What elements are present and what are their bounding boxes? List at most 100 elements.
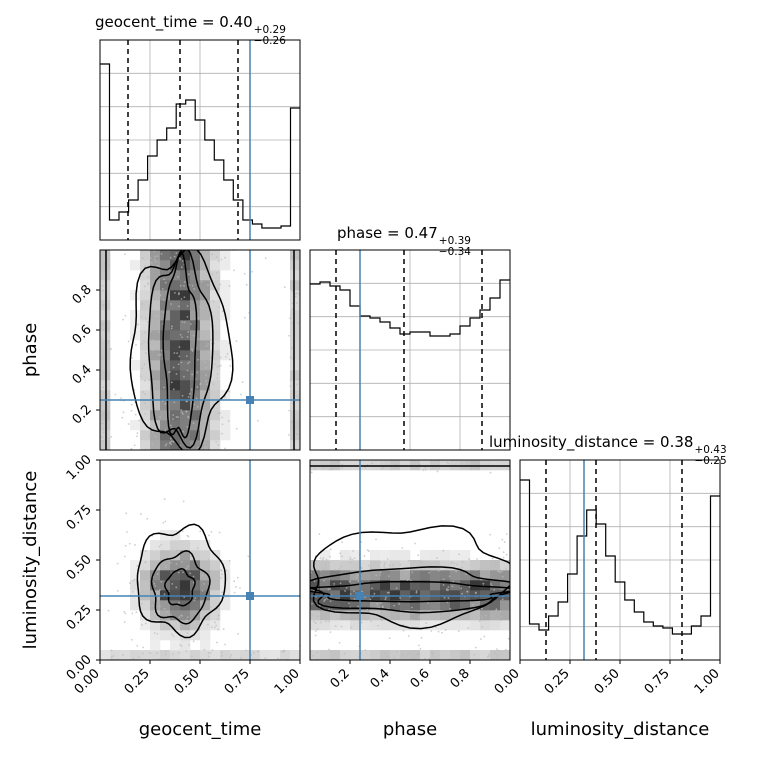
density-cell — [210, 410, 221, 421]
density-cell — [490, 600, 501, 611]
scatter-point — [228, 560, 231, 562]
density-cell — [190, 320, 201, 331]
scatter-point — [328, 648, 330, 651]
scatter-point — [220, 258, 223, 261]
density-cell — [350, 570, 361, 581]
scatter-point — [501, 570, 503, 573]
scatter-point — [501, 575, 504, 578]
scatter-point — [407, 634, 410, 637]
scatter-point — [156, 309, 159, 312]
scatter-point — [148, 379, 151, 381]
scatter-point — [209, 651, 212, 654]
scatter-point — [102, 386, 105, 389]
density-cell — [150, 270, 161, 281]
scatter-point — [490, 562, 493, 564]
density-cell — [430, 590, 441, 601]
density-cell — [210, 370, 221, 381]
density-cell — [190, 410, 201, 421]
scatter-point — [353, 597, 356, 600]
scatter-point — [124, 544, 127, 547]
density-cell — [200, 600, 211, 611]
density-cell — [150, 300, 161, 311]
scatter-point — [212, 577, 215, 580]
title-plus: +0.29 — [253, 24, 286, 36]
scatter-point — [131, 357, 134, 360]
density-cell — [380, 460, 391, 471]
scatter-point — [317, 610, 320, 613]
density-cell — [460, 620, 471, 631]
scatter-point — [149, 257, 152, 260]
scatter-point — [465, 573, 467, 576]
scatter-point — [217, 628, 219, 631]
density-cell — [460, 650, 471, 660]
scatter-point — [500, 615, 503, 618]
scatter-point — [144, 412, 147, 415]
scatter-point — [120, 397, 123, 399]
scatter-point — [211, 273, 214, 276]
x-tick-label: 0.75 — [642, 666, 673, 697]
density-cell — [360, 460, 371, 471]
scatter-point — [164, 566, 167, 569]
density-cell — [220, 340, 231, 351]
density-cell — [170, 300, 181, 311]
scatter-point — [163, 278, 166, 281]
scatter-point — [451, 561, 454, 564]
density-cell — [470, 620, 481, 631]
scatter-point — [203, 610, 205, 612]
scatter-point — [130, 403, 133, 406]
scatter-point — [191, 655, 193, 658]
scatter-point — [375, 538, 377, 541]
density-cell — [150, 290, 161, 301]
scatter-point — [173, 552, 176, 555]
scatter-point — [391, 564, 394, 567]
density-cell — [310, 620, 321, 631]
scatter-point — [337, 617, 340, 620]
scatter-point — [178, 616, 181, 619]
scatter-point — [185, 410, 188, 413]
scatter-point — [498, 649, 501, 652]
scatter-point — [181, 615, 183, 617]
density-cell — [150, 390, 161, 401]
scatter-point — [295, 433, 298, 436]
scatter-point — [349, 593, 352, 595]
density-cell — [170, 590, 181, 601]
density-cell — [290, 370, 300, 381]
scatter-point — [183, 284, 185, 287]
scatter-point — [216, 618, 219, 620]
density-cell — [290, 330, 300, 341]
density-cell — [430, 460, 441, 471]
scatter-point — [186, 632, 189, 635]
density-cell — [400, 590, 411, 601]
density-cell — [210, 650, 221, 660]
scatter-point — [383, 563, 386, 566]
scatter-point — [289, 317, 291, 319]
density-cell — [450, 650, 461, 660]
density-cell — [210, 620, 221, 631]
density-cell — [420, 550, 431, 561]
scatter-point — [204, 380, 207, 382]
scatter-point — [205, 374, 207, 376]
scatter-point — [311, 613, 314, 616]
scatter-point — [141, 302, 143, 305]
density-cell — [140, 280, 151, 291]
density-cell — [480, 460, 491, 471]
scatter-point — [195, 397, 198, 400]
scatter-point — [337, 460, 340, 463]
scatter-point — [349, 580, 351, 583]
density-cell — [500, 570, 510, 581]
density-cell — [380, 600, 391, 611]
title-value: 0.38 — [660, 433, 694, 451]
scatter-point — [387, 614, 390, 617]
scatter-point — [159, 353, 162, 356]
scatter-point — [446, 589, 448, 592]
scatter-point — [289, 385, 292, 387]
scatter-point — [151, 349, 154, 351]
density-cell — [290, 380, 300, 391]
density-cell — [100, 290, 111, 301]
title-luminosity-distance: luminosity_distance = 0.38 +0.43 −0.25 — [489, 433, 727, 467]
scatter-point — [404, 572, 407, 575]
title-minus: −0.26 — [253, 35, 286, 47]
density-cell — [290, 270, 300, 281]
density-cell — [310, 600, 321, 611]
scatter-point — [191, 350, 194, 352]
